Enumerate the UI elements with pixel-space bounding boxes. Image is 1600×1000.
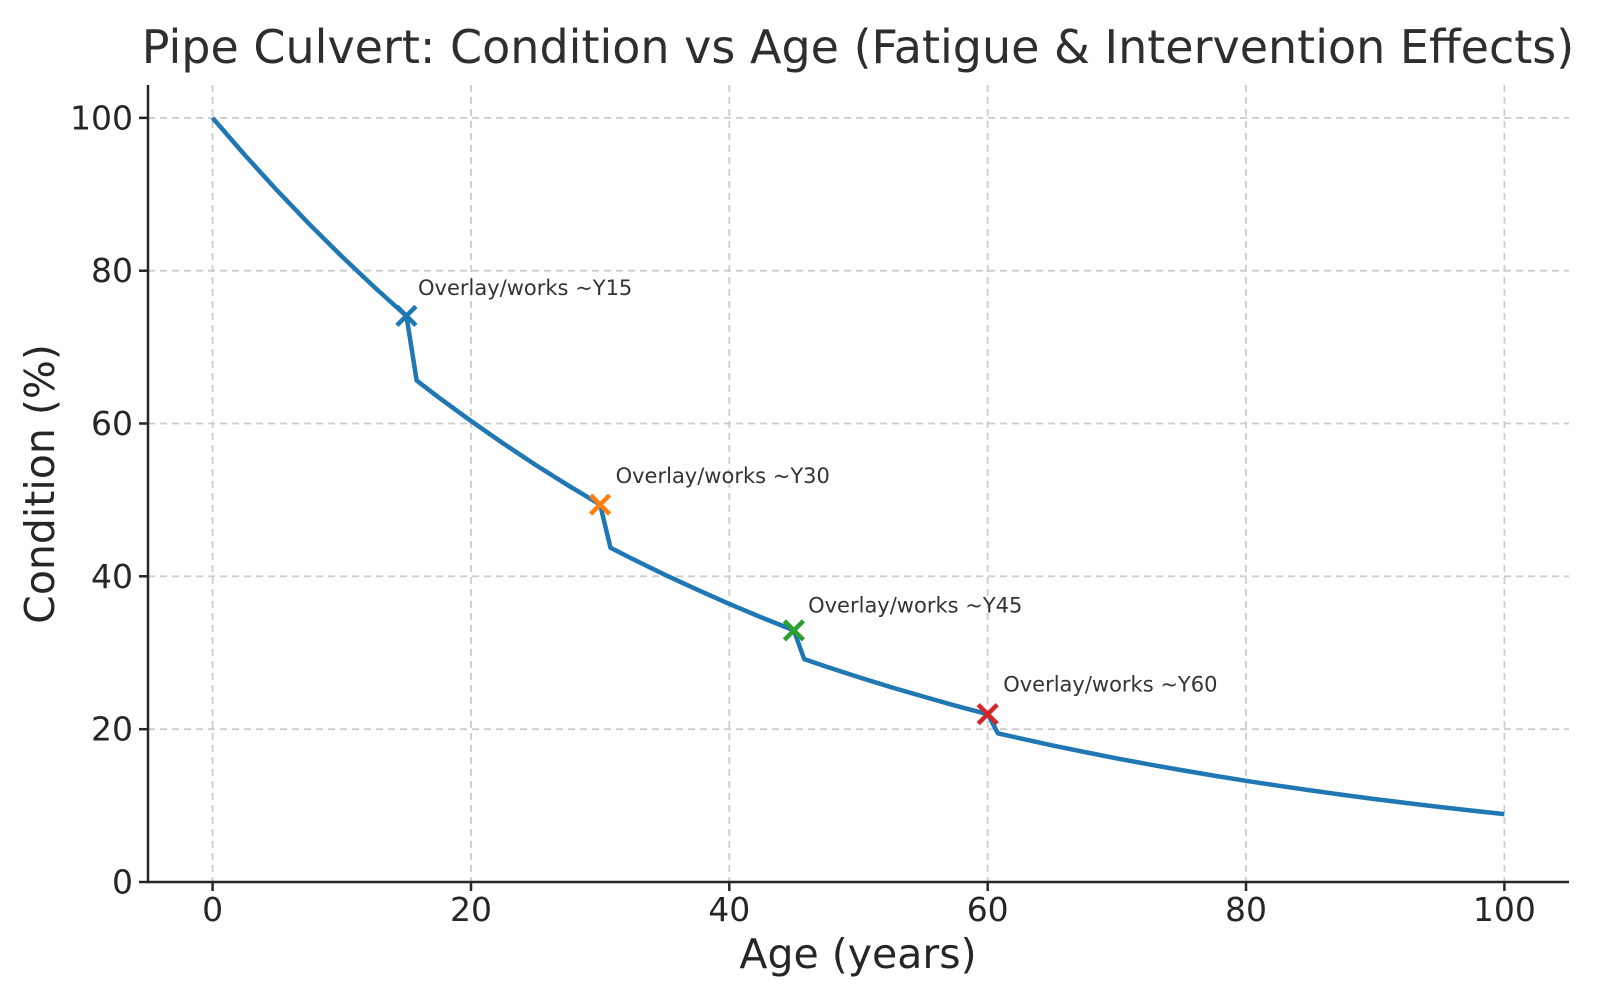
y-tick-label: 40 [91, 557, 133, 596]
annotation-y45: Overlay/works ~Y45 [808, 593, 1022, 617]
x-tick-label: 80 [1225, 890, 1267, 929]
y-tick-label: 100 [70, 98, 133, 137]
axis-ticks [139, 116, 1506, 891]
intervention-marker-y60 [976, 703, 999, 726]
y-axis-label: Condition (%) [16, 344, 64, 624]
intervention-marker-y15 [395, 304, 418, 327]
x-tick-label: 20 [450, 890, 492, 929]
intervention-marker-y30 [589, 493, 612, 516]
y-tick-label: 80 [91, 251, 133, 290]
tick-labels: 0 20 40 60 80 100 0 20 40 60 80 100 [70, 98, 1536, 929]
x-tick-label: 0 [202, 890, 223, 929]
chart-title: Pipe Culvert: Condition vs Age (Fatigue … [142, 20, 1574, 74]
annotation-y60: Overlay/works ~Y60 [1003, 673, 1217, 697]
annotation-y15: Overlay/works ~Y15 [418, 276, 632, 300]
condition-curve [210, 116, 1505, 817]
axes-spines [146, 85, 1569, 884]
intervention-marker-y45 [782, 619, 805, 642]
annotation-y30: Overlay/works ~Y30 [616, 464, 830, 488]
axis-spine [146, 85, 1569, 884]
x-tick-label: 100 [1473, 890, 1536, 929]
x-tick-label: 40 [708, 890, 750, 929]
y-tick-label: 0 [112, 863, 133, 902]
gridlines [148, 85, 1569, 882]
x-axis-label: Age (years) [739, 930, 976, 978]
intervention-markers [395, 304, 999, 726]
x-tick-label: 60 [967, 890, 1009, 929]
annotations: Overlay/works ~Y15 Overlay/works ~Y30 Over… [418, 276, 1217, 697]
y-tick-label: 20 [91, 710, 133, 749]
y-tick-label: 60 [91, 404, 133, 443]
